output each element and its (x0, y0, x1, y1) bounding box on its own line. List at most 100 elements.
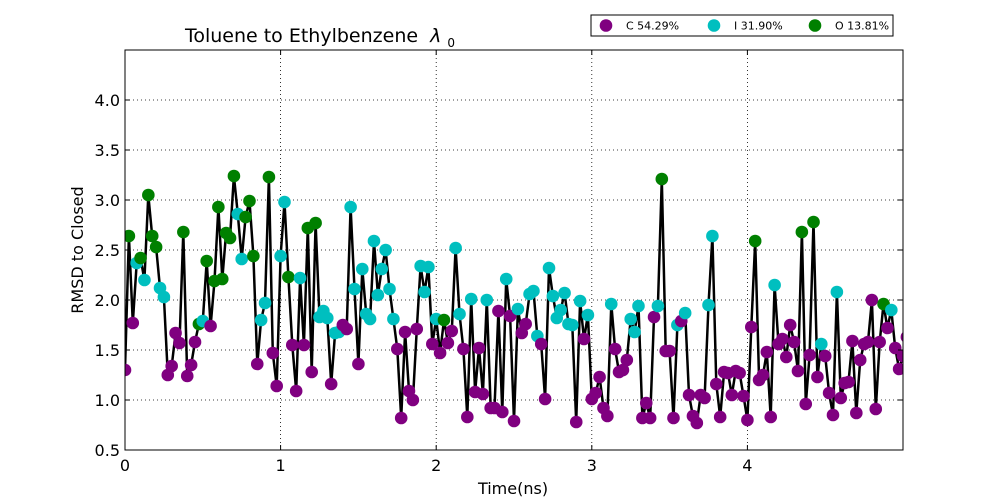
data-point (507, 414, 521, 428)
data-point (418, 285, 431, 299)
data-point (916, 364, 929, 377)
data-point (410, 322, 424, 336)
legend: C 54.29% I 31.90% O 13.81% (590, 14, 894, 37)
data-point (639, 396, 653, 410)
data-point (340, 322, 354, 336)
data-point (394, 411, 408, 425)
data-point (807, 215, 820, 229)
y-tick-label: 0.5 (95, 441, 120, 460)
data-point (227, 169, 241, 183)
data-point (212, 200, 225, 214)
data-point (266, 346, 280, 360)
data-point (278, 195, 291, 209)
legend-label: O 13.81% (835, 20, 889, 33)
data-point (324, 377, 338, 391)
data-point (830, 285, 844, 299)
data-point (496, 405, 509, 419)
data-point (125, 363, 132, 377)
y-tick-label: 2.5 (95, 241, 120, 260)
data-point (235, 252, 248, 266)
data-point (815, 337, 828, 351)
data-point (180, 369, 194, 383)
data-point (698, 391, 711, 405)
data-point (274, 249, 287, 263)
data-point (787, 335, 801, 349)
data-point (480, 293, 494, 307)
data-point (538, 392, 552, 406)
data-point (445, 324, 459, 338)
data-point (853, 353, 867, 367)
data-point (289, 384, 303, 398)
data-point (811, 370, 824, 384)
data-point (422, 260, 435, 274)
y-tick-label: 3.0 (95, 191, 120, 210)
data-point (363, 312, 377, 326)
data-point (441, 336, 455, 350)
data-point (791, 364, 805, 378)
data-point (651, 299, 665, 313)
data-point (861, 335, 875, 349)
axis-ticks: 0 1 2 3 4 0.5 1.0 1.5 2.0 2.5 3.0 3.5 4.0 (95, 50, 903, 475)
data-point (780, 350, 793, 364)
data-point (865, 293, 879, 307)
chart-title-symbol: λ (429, 25, 441, 47)
x-tick-label: 2 (431, 456, 441, 475)
data-point (908, 338, 921, 351)
data-point (709, 377, 723, 391)
data-point (157, 290, 171, 304)
data-point (126, 316, 140, 330)
data-point (706, 229, 719, 243)
x-tick-label: 4 (742, 456, 752, 475)
data-point (534, 337, 548, 351)
data-point (873, 335, 886, 349)
data-point (149, 240, 163, 254)
data-point (461, 410, 474, 424)
legend-marker (599, 19, 613, 32)
data-point (620, 353, 634, 367)
data-point (888, 341, 902, 355)
data-point (604, 297, 618, 311)
data-point (896, 349, 903, 363)
data-point (912, 298, 925, 311)
data-point (663, 344, 676, 358)
data-point (733, 366, 746, 380)
data-point (566, 318, 579, 332)
data-point (215, 272, 229, 286)
data-point (297, 338, 311, 352)
data-point (702, 298, 715, 312)
x-tick-label: 0 (120, 456, 130, 475)
data-point (519, 317, 532, 331)
data-point (258, 296, 272, 310)
data-point (355, 262, 369, 276)
data-point (223, 231, 237, 245)
y-tick-label: 1.5 (95, 341, 120, 360)
data-point (433, 346, 447, 360)
data-point (391, 342, 404, 356)
data-point (869, 402, 883, 416)
data-point (842, 375, 855, 389)
data-point (628, 325, 641, 339)
data-point (655, 172, 669, 186)
data-point (756, 368, 770, 382)
data-point (188, 335, 202, 349)
data-point (437, 313, 451, 327)
data-point (818, 349, 832, 363)
data-point (145, 229, 159, 243)
data-point (398, 325, 412, 339)
data-point (799, 397, 813, 411)
data-point (348, 282, 361, 296)
chart-title: Toluene to Ethylbenzene λ 0 (184, 25, 455, 50)
data-point (239, 210, 252, 224)
data-point (546, 289, 560, 303)
data-point (204, 319, 217, 333)
data-point (344, 200, 357, 214)
data-points (125, 169, 929, 430)
data-point (737, 389, 750, 403)
data-point (282, 270, 295, 284)
data-point (527, 284, 540, 298)
data-point (764, 410, 778, 424)
data-point (589, 386, 602, 400)
data-point (647, 310, 661, 324)
data-point (371, 288, 385, 302)
chart-title-text: Toluene to Ethylbenzene (184, 25, 418, 47)
